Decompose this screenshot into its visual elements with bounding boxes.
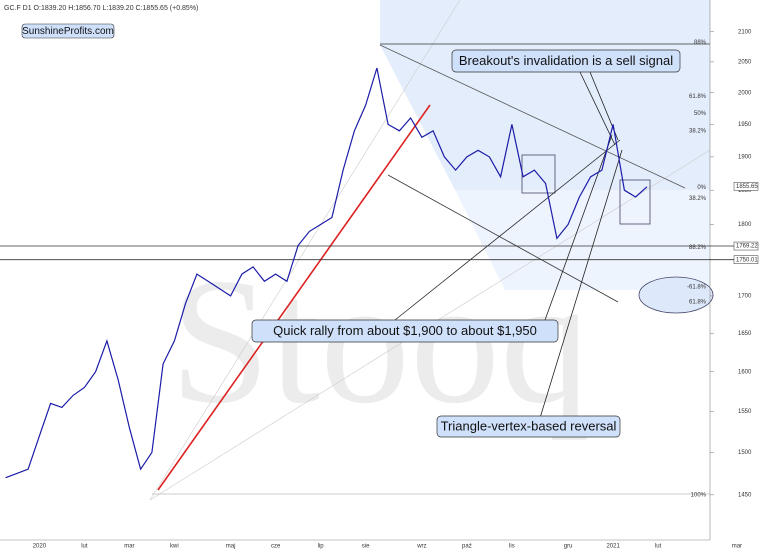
fib-label: -61.8% (687, 285, 707, 291)
last-price-box (733, 182, 759, 191)
price-label: 1769.22 (736, 244, 758, 250)
fib-label: 38.2% (689, 196, 707, 202)
brand-box (21, 23, 115, 39)
annotation-box (436, 415, 621, 438)
fib-label: 61.8% (689, 94, 707, 100)
x-tick-label: cze (271, 544, 281, 550)
x-tick-label: gru (564, 544, 573, 550)
callout-line (579, 71, 616, 146)
fib-label: 0% (697, 185, 706, 191)
y-tick-label: 1550 (738, 409, 752, 415)
y-tick-label: 2000 (738, 90, 752, 96)
y-tick-label: 1500 (738, 450, 752, 456)
fib-zone (380, 0, 710, 190)
x-tick-label: kwi (170, 544, 179, 550)
fib-label: 38.2% (689, 128, 707, 134)
x-tick-label: sie (362, 544, 370, 550)
callout-line (544, 134, 613, 321)
y-tick-label: 2100 (738, 29, 752, 35)
y-tick-label: 1850 (738, 188, 752, 194)
fib-zone (455, 190, 710, 290)
annotation: Triangle-vertex-based reversal (441, 418, 617, 433)
x-tick-label: 2020 (33, 544, 47, 550)
annotation: Breakout's invalidation is a sell signal (459, 53, 673, 68)
price-label-box (733, 255, 759, 264)
fib-label: 88% (694, 40, 707, 46)
callout-line (539, 149, 623, 419)
price-label: 1750.01 (736, 257, 758, 263)
fib-label: 100% (691, 492, 707, 498)
brand: SunshineProfits.com (22, 26, 114, 37)
y-tick-label: 1700 (738, 294, 752, 300)
annotation-box (451, 49, 681, 73)
x-tick-label: lut (655, 544, 662, 550)
header: GC.F D1 O:1839.20 H:1856.70 L:1839.20 C:… (4, 5, 198, 12)
annotation-box (251, 319, 559, 343)
x-tick-label: lis (509, 544, 515, 550)
annotation: Quick rally from about $1,900 to about $… (273, 323, 537, 338)
trend-line (387, 174, 619, 303)
x-tick-label: mar (124, 544, 134, 550)
fib-label: 61.8% (689, 299, 707, 305)
x-tick-label: paź (462, 544, 472, 550)
price-line (5, 67, 648, 479)
y-tick-label: 1950 (738, 122, 752, 128)
trend-line (379, 44, 686, 189)
x-tick-label: wrz (416, 544, 426, 550)
highlight-box (619, 179, 651, 225)
fan-line (149, 0, 461, 501)
support-line (157, 104, 431, 491)
y-tick-label: 2050 (738, 59, 752, 65)
x-tick-label: lip (318, 544, 325, 550)
y-tick-label: 1900 (738, 154, 752, 160)
y-tick-label: 1450 (738, 492, 752, 498)
fib-label: 50% (694, 111, 707, 117)
price-label-box (733, 241, 759, 251)
y-tick-label: 1800 (738, 222, 752, 228)
x-tick-label: 2021 (606, 544, 620, 550)
x-tick-label: maj (226, 544, 236, 550)
x-tick-label: lut (81, 544, 88, 550)
x-tick-label: mar (732, 544, 742, 550)
y-tick-label: 1650 (738, 331, 752, 337)
fib-label: 88.2% (689, 245, 707, 251)
target-ellipse (638, 276, 714, 314)
y-tick-label: 1600 (738, 369, 752, 375)
last-price: 1855.65 (736, 184, 758, 190)
callout-line (394, 139, 621, 321)
